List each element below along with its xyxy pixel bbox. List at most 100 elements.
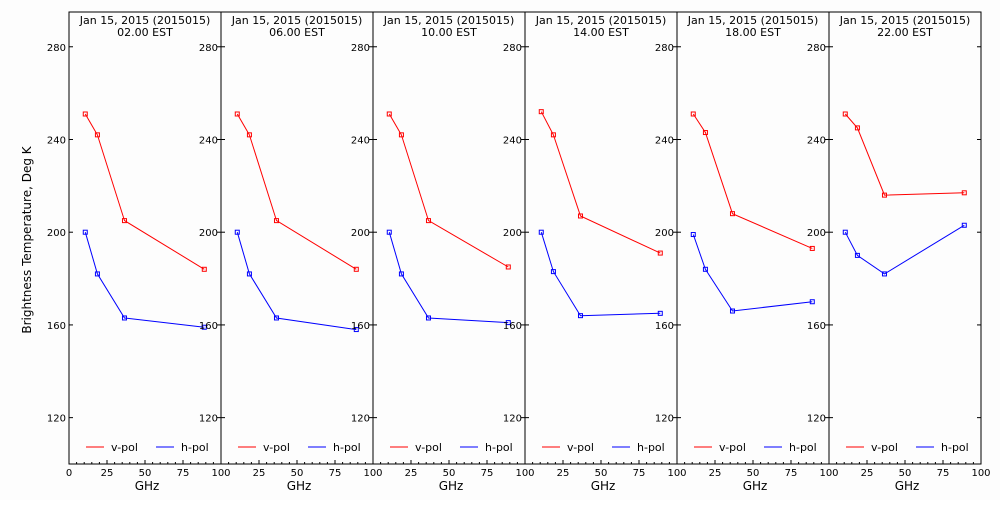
data-point-h-pol <box>729 308 735 314</box>
series-line-h-pol <box>84 232 205 328</box>
data-point-h-pol <box>550 269 556 275</box>
y-tick-label: 160 <box>807 321 826 332</box>
x-tick-label: 75 <box>785 468 798 479</box>
y-tick-label: 160 <box>47 321 66 332</box>
data-point-v-pol <box>961 190 967 196</box>
data-point-h-pol <box>702 266 708 272</box>
data-point-h-pol <box>809 299 815 305</box>
y-tick-label: 240 <box>655 135 674 146</box>
panel-2: Jan 15, 2015 (2015015)06.00 EST 120 160 200… <box>199 11 383 493</box>
y-tick-label: 240 <box>199 135 218 146</box>
panel-1: Jan 15, 2015 (2015015)02.00 EST 120 160 200… <box>47 11 231 493</box>
data-point-h-pol <box>398 271 404 277</box>
y-tick-label: 120 <box>807 414 826 425</box>
x-tick-label: 75 <box>329 468 342 479</box>
y-tick-label: 200 <box>199 228 218 239</box>
x-tick-label: 75 <box>177 468 190 479</box>
x-axis-label: GHz <box>895 479 920 493</box>
legend-label-h-pol: h-pol <box>333 441 361 454</box>
data-point-v-pol <box>854 125 860 131</box>
y-tick-label: 280 <box>503 43 522 54</box>
legend-label-h-pol: h-pol <box>789 441 817 454</box>
series-line-v-pol <box>540 111 661 254</box>
data-point-v-pol <box>702 130 708 136</box>
data-point-v-pol <box>121 218 127 224</box>
series-line-h-pol <box>388 232 509 324</box>
data-point-h-pol <box>386 229 392 235</box>
data-point-h-pol <box>657 310 663 316</box>
series-line-v-pol <box>388 113 509 268</box>
panel-6: Jan 15, 2015 (2015015)22.00 EST 120 160 200… <box>807 11 991 493</box>
y-tick-label: 120 <box>199 414 218 425</box>
data-point-h-pol <box>121 315 127 321</box>
panel-subtitle: 22.00 EST <box>877 26 933 39</box>
y-tick-label: 200 <box>47 228 66 239</box>
series-line-v-pol <box>84 113 205 270</box>
x-tick-label: 100 <box>363 468 382 479</box>
legend-label-h-pol: h-pol <box>637 441 665 454</box>
x-tick-label: 75 <box>937 468 950 479</box>
data-point-v-pol <box>246 132 252 138</box>
data-point-h-pol <box>94 271 100 277</box>
panel-subtitle: 06.00 EST <box>269 26 325 39</box>
y-tick-label: 240 <box>351 135 370 146</box>
panel-subtitle: 18.00 EST <box>725 26 781 39</box>
data-point-h-pol <box>690 232 696 238</box>
legend-label-v-pol: v-pol <box>719 441 746 454</box>
panel-subtitle: 02.00 EST <box>117 26 173 39</box>
data-point-v-pol <box>82 111 88 117</box>
data-point-v-pol <box>657 250 663 256</box>
series-line-h-pol <box>844 224 965 275</box>
data-point-h-pol <box>234 229 240 235</box>
y-tick-label: 280 <box>655 43 674 54</box>
legend-label-v-pol: v-pol <box>871 441 898 454</box>
data-point-h-pol <box>273 315 279 321</box>
x-tick-label: 25 <box>557 468 570 479</box>
legend-label-h-pol: h-pol <box>181 441 209 454</box>
data-point-v-pol <box>353 266 359 272</box>
legend-label-v-pol: v-pol <box>415 441 442 454</box>
legend-label-h-pol: h-pol <box>485 441 513 454</box>
x-tick-label: 50 <box>595 468 608 479</box>
series-line-h-pol <box>540 232 661 317</box>
data-point-v-pol <box>273 218 279 224</box>
data-point-h-pol <box>505 320 511 326</box>
y-tick-label: 120 <box>503 414 522 425</box>
data-point-v-pol <box>729 211 735 217</box>
x-axis-label: GHz <box>287 479 312 493</box>
panel-3: Jan 15, 2015 (2015015)10.00 EST 120 160 200… <box>351 11 535 493</box>
legend-label-v-pol: v-pol <box>263 441 290 454</box>
panel-subtitle: 14.00 EST <box>573 26 629 39</box>
series-line-v-pol <box>844 113 965 196</box>
x-tick-label: 25 <box>709 468 722 479</box>
data-point-v-pol <box>809 245 815 251</box>
x-axis-label: GHz <box>591 479 616 493</box>
data-point-v-pol <box>234 111 240 117</box>
data-point-v-pol <box>398 132 404 138</box>
y-tick-label: 240 <box>807 135 826 146</box>
series-line-h-pol <box>236 232 357 331</box>
panel-5: Jan 15, 2015 (2015015)18.00 EST 120 160 200… <box>655 11 839 493</box>
x-tick-label: 25 <box>861 468 874 479</box>
data-point-v-pol <box>201 266 207 272</box>
data-point-h-pol <box>538 229 544 235</box>
y-tick-label: 120 <box>655 414 674 425</box>
data-point-h-pol <box>881 271 887 277</box>
y-tick-label: 240 <box>503 135 522 146</box>
legend-label-h-pol: h-pol <box>941 441 969 454</box>
panel-subtitle: 10.00 EST <box>421 26 477 39</box>
y-tick-label: 200 <box>351 228 370 239</box>
data-point-v-pol <box>690 111 696 117</box>
x-tick-label: 50 <box>139 468 152 479</box>
data-point-v-pol <box>842 111 848 117</box>
x-tick-label: 75 <box>633 468 646 479</box>
data-point-v-pol <box>577 213 583 219</box>
y-tick-label: 200 <box>807 228 826 239</box>
data-point-v-pol <box>881 192 887 198</box>
x-tick-label: 50 <box>443 468 456 479</box>
x-axis-label: GHz <box>439 479 464 493</box>
y-axis-label: Brightness Temperature, Deg K <box>20 145 34 333</box>
data-point-h-pol <box>246 271 252 277</box>
